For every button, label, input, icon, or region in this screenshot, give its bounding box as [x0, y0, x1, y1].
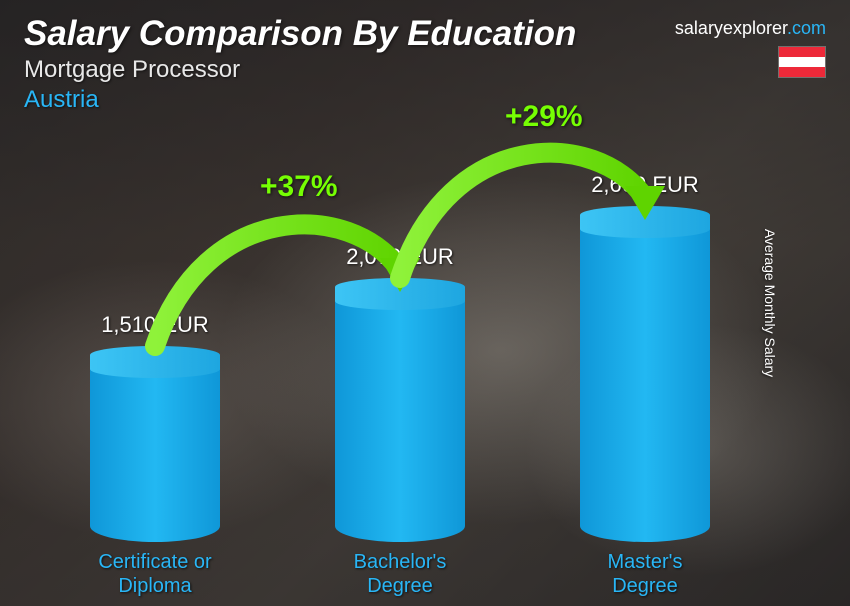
- bar: 1,510 EUR: [90, 362, 220, 542]
- bar-value-label: 2,660 EUR: [591, 172, 699, 198]
- flag-stripe: [779, 67, 825, 77]
- bar-top: [335, 278, 465, 310]
- bar-category-label: Bachelor'sDegree: [354, 550, 447, 598]
- bar-group: 2,070 EUR: [335, 294, 465, 542]
- bar-front: [335, 294, 465, 542]
- bar-top: [580, 206, 710, 238]
- flag-stripe: [779, 47, 825, 57]
- site-tld: .com: [787, 18, 826, 38]
- site-name: salaryexplorer: [675, 18, 787, 38]
- bar-front: [90, 362, 220, 542]
- country-flag-icon: [778, 46, 826, 78]
- bar-category-label: Certificate orDiploma: [98, 550, 211, 598]
- bar-value-label: 1,510 EUR: [101, 312, 209, 338]
- job-title: Mortgage Processor: [24, 56, 826, 84]
- country-name: Austria: [24, 86, 826, 114]
- bar-group: 1,510 EUR: [90, 362, 220, 542]
- bar: 2,070 EUR: [335, 294, 465, 542]
- bar-top: [90, 346, 220, 378]
- bar: 2,660 EUR: [580, 222, 710, 542]
- bar-value-label: 2,070 EUR: [346, 244, 454, 270]
- delta-label: +37%: [260, 170, 338, 204]
- flag-stripe: [779, 57, 825, 67]
- bar-group: 2,660 EUR: [580, 222, 710, 542]
- delta-label: +29%: [505, 100, 583, 134]
- bar-front: [580, 222, 710, 542]
- site-branding: salaryexplorer.com: [675, 18, 826, 39]
- bar-category-label: Master'sDegree: [608, 550, 683, 598]
- chart-area: 1,510 EUR Certificate orDiploma 2,070 EUR B…: [0, 130, 810, 606]
